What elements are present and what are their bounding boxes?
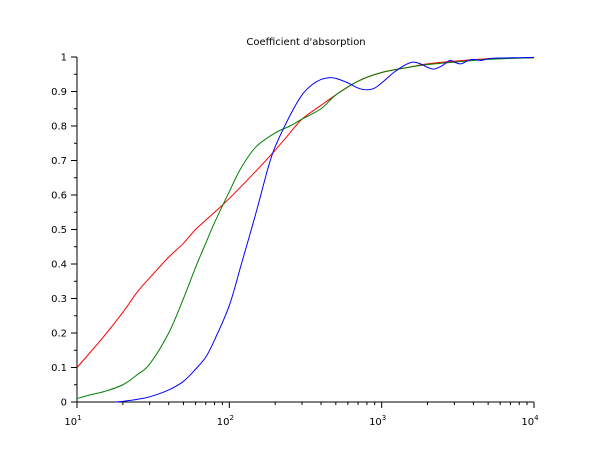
y-tick-label: 0 bbox=[61, 398, 67, 409]
y-tick-label: 1 bbox=[61, 53, 67, 64]
series-line-2 bbox=[76, 57, 535, 400]
series-line-1 bbox=[76, 57, 535, 368]
x-tick-label: 102 bbox=[217, 414, 234, 428]
y-tick-label: 0.7 bbox=[51, 156, 67, 167]
y-tick-label: 0.1 bbox=[51, 363, 67, 374]
y-tick-label: 0.6 bbox=[51, 191, 67, 202]
y-tick-label: 0.2 bbox=[51, 329, 67, 340]
y-tick-label: 0.4 bbox=[51, 260, 67, 271]
y-tick-label: 0.9 bbox=[51, 87, 67, 98]
x-tick-label: 104 bbox=[521, 414, 539, 428]
series-layer bbox=[76, 56, 535, 403]
x-tick-label: 103 bbox=[369, 414, 386, 428]
series-line-3 bbox=[115, 56, 535, 403]
x-tick-label: 101 bbox=[64, 414, 81, 428]
y-tick-label: 0.3 bbox=[51, 294, 67, 305]
y-tick-label: 0.8 bbox=[51, 122, 67, 133]
y-tick-label: 0.5 bbox=[51, 225, 67, 236]
chart-title: Coefficient d'absorption bbox=[246, 37, 365, 48]
axes: 0 0.1 0.2 0.3 0.4 0.5 0.6 0.7 0.8 0.9 1 101 102 103 10… bbox=[51, 53, 539, 429]
